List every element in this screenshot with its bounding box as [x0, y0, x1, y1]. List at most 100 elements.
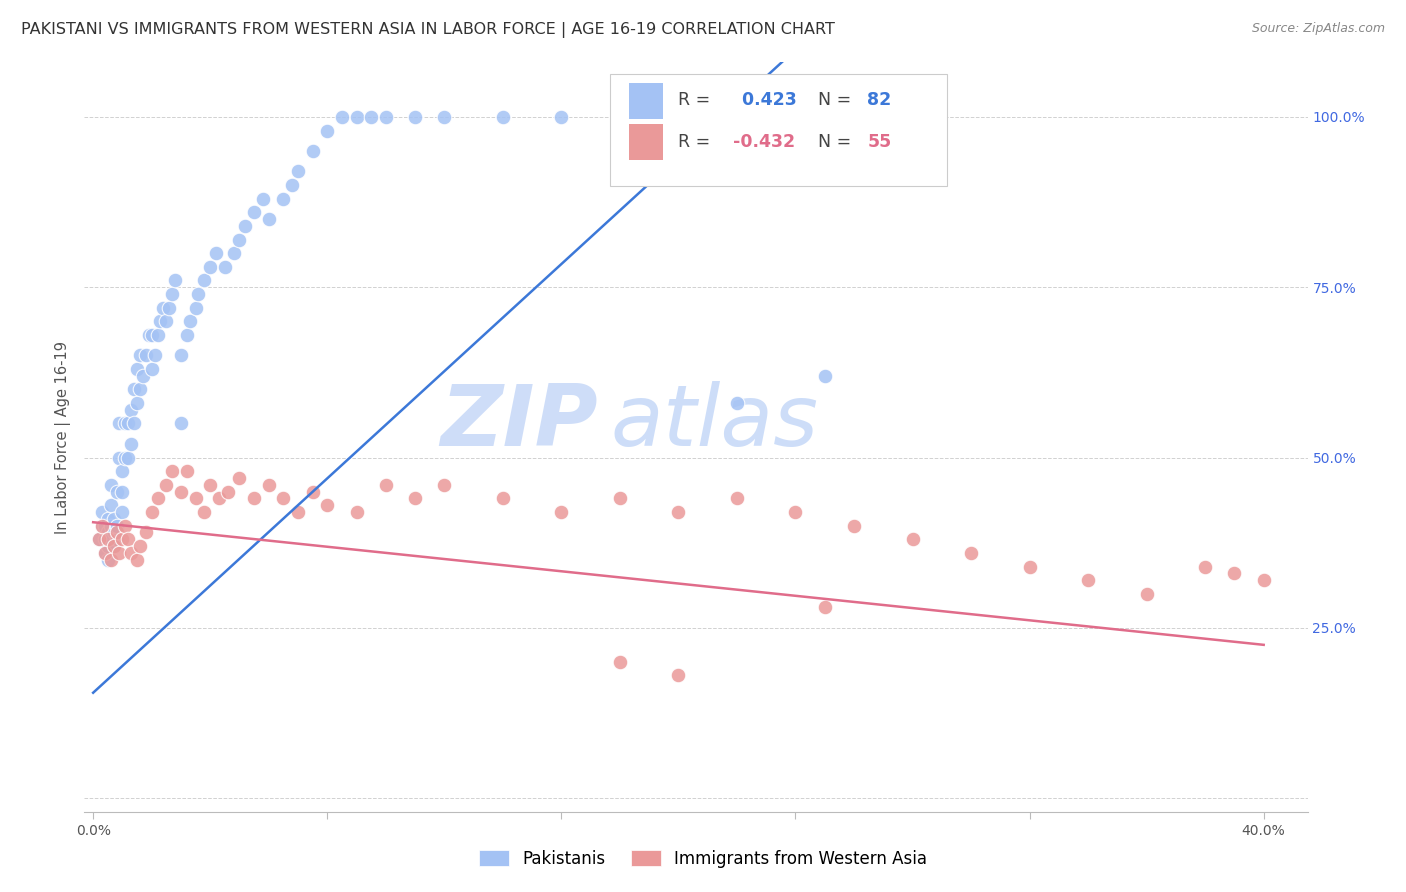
- Point: [97, 539, 120, 553]
- Point: [114, 450, 136, 465]
- Point: [103, 539, 125, 553]
- Point: [374, 477, 396, 491]
- Text: 0.423: 0.423: [737, 91, 797, 109]
- Point: [129, 539, 152, 553]
- Point: [668, 668, 690, 682]
- Point: [114, 417, 136, 431]
- Point: [114, 518, 136, 533]
- Point: [170, 348, 193, 362]
- Point: [117, 450, 139, 465]
- Point: [141, 505, 163, 519]
- Point: [404, 110, 426, 124]
- Point: [111, 484, 134, 499]
- Point: [125, 396, 148, 410]
- Point: [111, 464, 134, 478]
- Point: [346, 505, 368, 519]
- Point: [160, 464, 183, 478]
- Point: [141, 327, 163, 342]
- Point: [550, 505, 572, 519]
- Point: [1077, 573, 1099, 587]
- Point: [170, 417, 193, 431]
- Point: [120, 437, 142, 451]
- Point: [228, 471, 250, 485]
- Point: [193, 273, 215, 287]
- Point: [135, 525, 157, 540]
- Point: [814, 368, 837, 383]
- Point: [160, 287, 183, 301]
- Text: 55: 55: [868, 133, 891, 151]
- Point: [100, 518, 122, 533]
- Point: [193, 505, 215, 519]
- Point: [149, 314, 172, 328]
- Point: [217, 484, 239, 499]
- Point: [155, 314, 177, 328]
- Point: [120, 546, 142, 560]
- Point: [111, 505, 134, 519]
- Point: [1194, 559, 1216, 574]
- Text: Source: ZipAtlas.com: Source: ZipAtlas.com: [1251, 22, 1385, 36]
- Point: [94, 533, 117, 547]
- Point: [152, 301, 174, 315]
- Point: [243, 205, 266, 219]
- FancyBboxPatch shape: [628, 83, 664, 119]
- Point: [155, 477, 177, 491]
- Point: [97, 512, 120, 526]
- Point: [814, 600, 837, 615]
- Point: [90, 505, 112, 519]
- Point: [143, 348, 166, 362]
- Point: [257, 212, 280, 227]
- Point: [404, 491, 426, 506]
- Point: [176, 327, 198, 342]
- Point: [100, 552, 122, 566]
- Point: [100, 533, 122, 547]
- Text: ZIP: ZIP: [440, 381, 598, 464]
- Point: [157, 301, 180, 315]
- Point: [273, 491, 295, 506]
- Point: [125, 552, 148, 566]
- Point: [94, 546, 117, 560]
- Point: [214, 260, 236, 274]
- Point: [725, 396, 748, 410]
- Point: [108, 450, 131, 465]
- FancyBboxPatch shape: [628, 124, 664, 160]
- Point: [222, 246, 245, 260]
- Point: [132, 368, 155, 383]
- Point: [165, 273, 187, 287]
- Point: [252, 192, 274, 206]
- Point: [103, 525, 125, 540]
- Point: [1136, 587, 1159, 601]
- Point: [492, 110, 515, 124]
- Point: [228, 233, 250, 247]
- Point: [90, 518, 112, 533]
- Text: N =: N =: [818, 133, 858, 151]
- Point: [117, 417, 139, 431]
- Point: [184, 491, 207, 506]
- Point: [668, 505, 690, 519]
- FancyBboxPatch shape: [610, 74, 946, 186]
- Point: [105, 533, 128, 547]
- Point: [100, 498, 122, 512]
- Point: [1223, 566, 1246, 581]
- Point: [208, 491, 231, 506]
- Y-axis label: In Labor Force | Age 16-19: In Labor Force | Age 16-19: [55, 341, 72, 533]
- Point: [301, 484, 323, 499]
- Point: [108, 417, 131, 431]
- Point: [198, 477, 221, 491]
- Point: [135, 348, 157, 362]
- Point: [117, 533, 139, 547]
- Point: [346, 110, 368, 124]
- Point: [550, 110, 572, 124]
- Legend: Pakistanis, Immigrants from Western Asia: Pakistanis, Immigrants from Western Asia: [472, 844, 934, 875]
- Point: [1018, 559, 1040, 574]
- Point: [184, 301, 207, 315]
- Point: [97, 533, 120, 547]
- Point: [316, 123, 339, 137]
- Text: atlas: atlas: [610, 381, 818, 464]
- Point: [492, 491, 515, 506]
- Point: [103, 539, 125, 553]
- Point: [120, 402, 142, 417]
- Text: N =: N =: [818, 91, 858, 109]
- Point: [105, 518, 128, 533]
- Point: [638, 110, 661, 124]
- Point: [901, 533, 924, 547]
